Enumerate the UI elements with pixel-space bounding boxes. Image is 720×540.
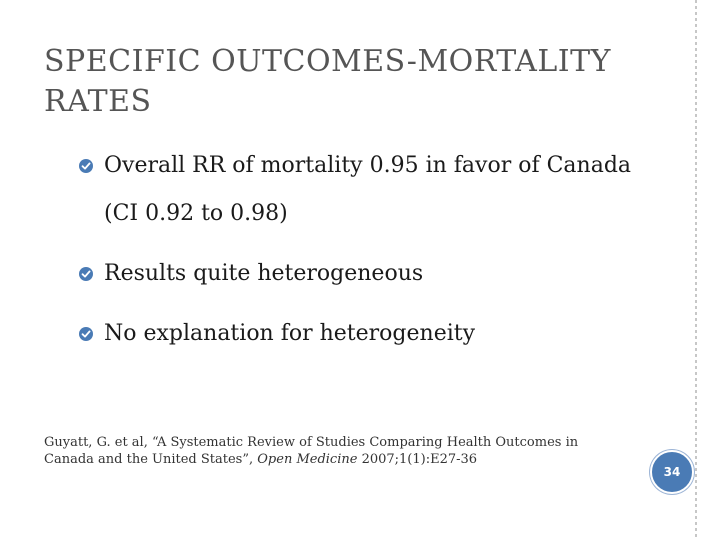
page-number: 34	[663, 465, 681, 479]
bullet-text: Results quite heterogeneous	[104, 261, 424, 286]
citation-journal: Open Medicine	[257, 452, 358, 467]
bullet-text: No explanation for heterogeneity	[104, 321, 476, 346]
citation-text: Guyatt, G. et al, “A Systematic Review o…	[44, 435, 579, 467]
circle-check-bullet-icon	[79, 159, 93, 173]
circle-check-bullet-icon	[79, 327, 93, 341]
bullet-item: Overall RR of mortality 0.95 in favor of…	[78, 142, 668, 238]
bullet-list: Overall RR of mortality 0.95 in favor of…	[78, 142, 668, 358]
bullet-text: Overall RR of mortality 0.95 in favor of…	[104, 153, 632, 226]
slide-title: SPECIFIC OUTCOMES-MORTALITY RATES	[44, 44, 611, 119]
circle-check-bullet-icon	[79, 267, 93, 281]
citation-reference: 2007;1(1):E27-36	[357, 452, 478, 467]
page-number-badge: 34	[650, 450, 694, 494]
bullet-item: Results quite heterogeneous	[78, 250, 668, 298]
bullet-item: No explanation for heterogeneity	[78, 310, 668, 358]
dotted-divider-line	[695, 0, 697, 540]
citation: Guyatt, G. et al, “A Systematic Review o…	[44, 434, 604, 468]
